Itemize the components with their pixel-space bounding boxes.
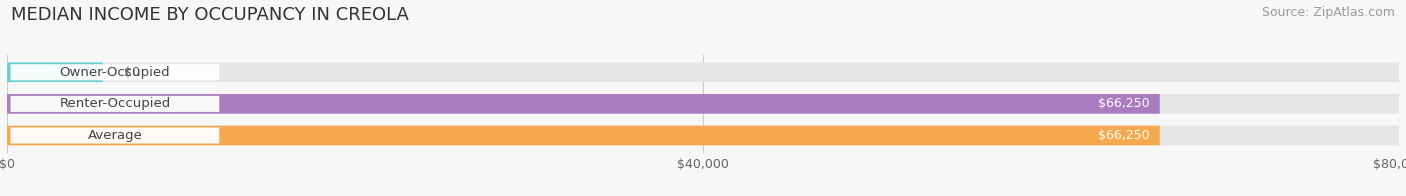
Text: $66,250: $66,250 xyxy=(1098,97,1149,110)
FancyBboxPatch shape xyxy=(7,94,1160,114)
FancyBboxPatch shape xyxy=(7,126,1160,145)
Text: $0: $0 xyxy=(124,66,139,79)
Text: Renter-Occupied: Renter-Occupied xyxy=(59,97,170,110)
FancyBboxPatch shape xyxy=(7,126,1399,145)
FancyBboxPatch shape xyxy=(7,63,103,82)
Text: $66,250: $66,250 xyxy=(1098,129,1149,142)
FancyBboxPatch shape xyxy=(7,63,1399,82)
Text: Source: ZipAtlas.com: Source: ZipAtlas.com xyxy=(1261,6,1395,19)
FancyBboxPatch shape xyxy=(7,94,1399,114)
Text: Owner-Occupied: Owner-Occupied xyxy=(59,66,170,79)
FancyBboxPatch shape xyxy=(10,127,219,143)
FancyBboxPatch shape xyxy=(10,64,219,80)
FancyBboxPatch shape xyxy=(10,96,219,112)
Text: Average: Average xyxy=(87,129,142,142)
Text: MEDIAN INCOME BY OCCUPANCY IN CREOLA: MEDIAN INCOME BY OCCUPANCY IN CREOLA xyxy=(11,6,409,24)
